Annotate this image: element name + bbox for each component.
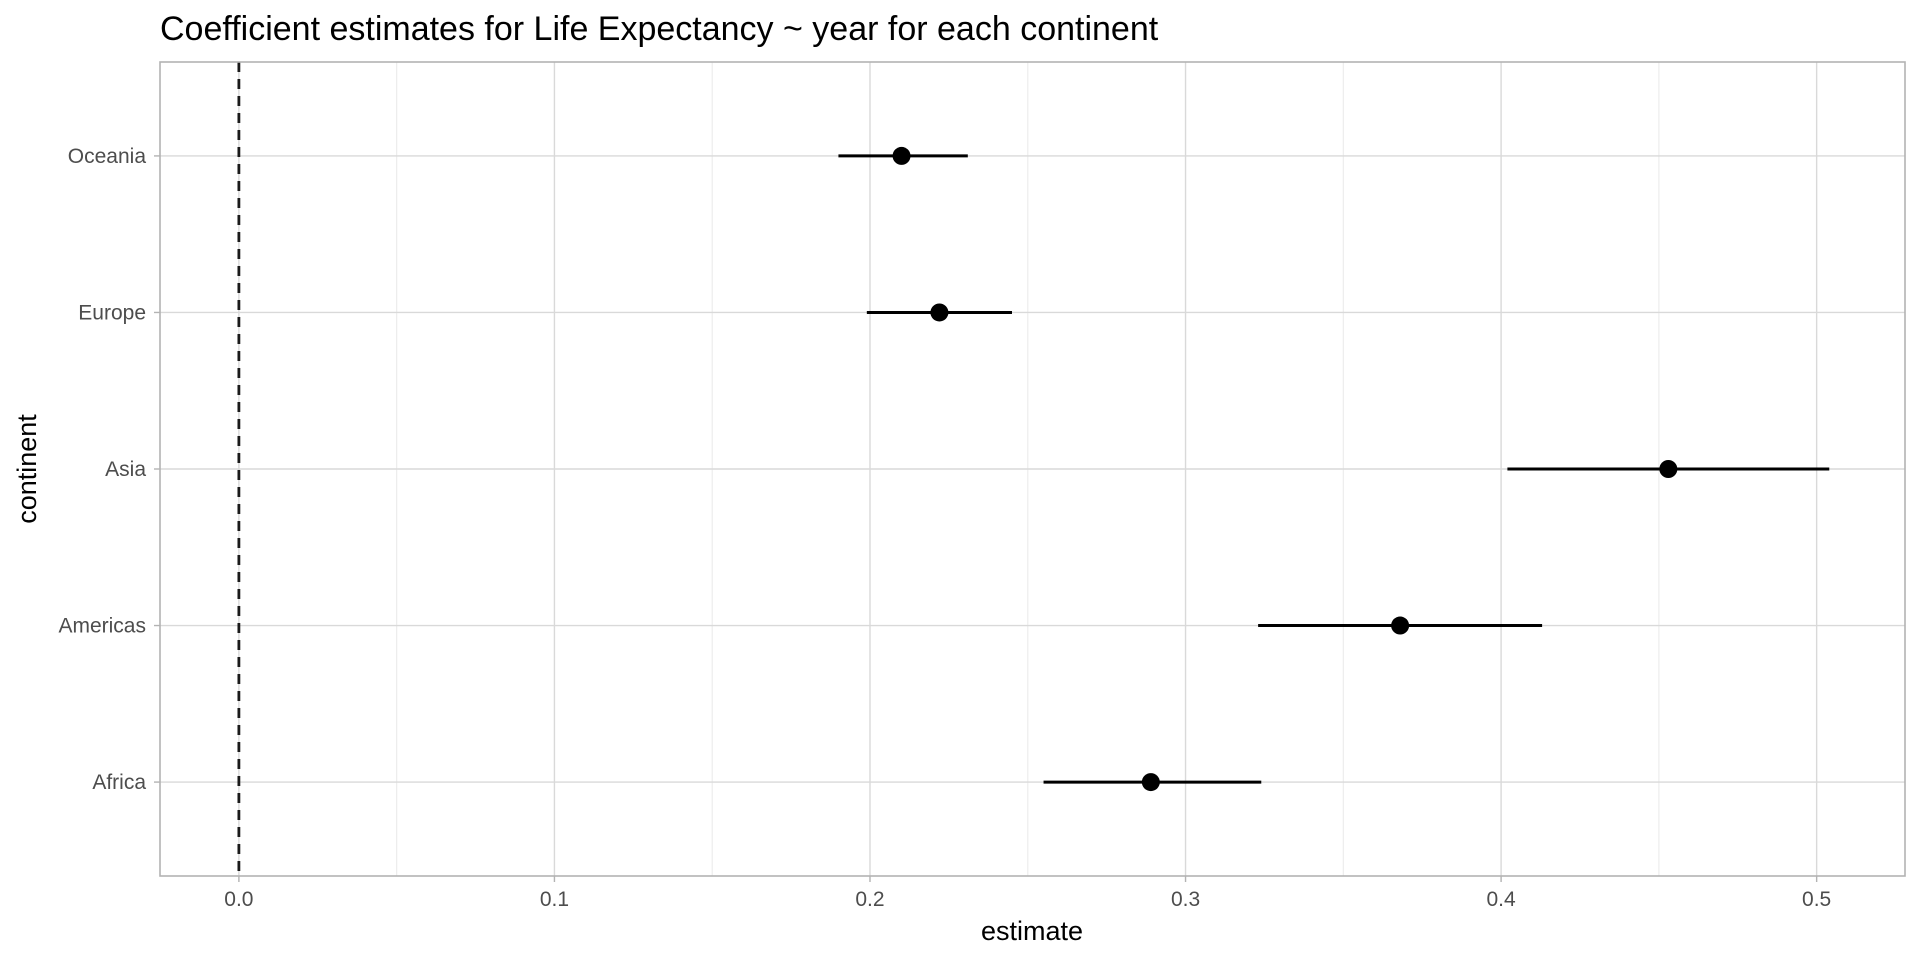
- y-tick-label-europe: Europe: [78, 301, 146, 324]
- x-tick-label: 0.0: [224, 888, 253, 911]
- x-axis-title: estimate: [981, 916, 1083, 946]
- estimate-point-africa: [1141, 773, 1160, 792]
- x-tick-label: 0.2: [855, 888, 884, 911]
- x-axis-ticks: 0.0 0.1 0.2 0.3 0.4 0.5: [224, 876, 1831, 911]
- y-tick-label-oceania: Oceania: [68, 145, 147, 168]
- y-tick-label-asia: Asia: [105, 458, 146, 481]
- x-tick-label: 0.4: [1486, 888, 1516, 911]
- estimate-point-asia: [1659, 460, 1678, 478]
- x-tick-label: 0.3: [1171, 888, 1200, 911]
- estimate-point-americas: [1391, 616, 1410, 635]
- y-axis-ticks: Africa Americas Asia Europe Oceania: [58, 145, 160, 794]
- y-axis-title: continent: [12, 414, 42, 524]
- y-tick-label-africa: Africa: [92, 771, 146, 794]
- chart-title: Coefficient estimates for Life Expectanc…: [160, 10, 1159, 48]
- y-tick-label-americas: Americas: [58, 615, 146, 638]
- x-tick-label: 0.1: [540, 888, 569, 911]
- data-marks: [838, 146, 1830, 792]
- estimate-point-oceania: [892, 146, 911, 165]
- estimate-point-europe: [930, 303, 949, 322]
- x-tick-label: 0.5: [1802, 888, 1831, 911]
